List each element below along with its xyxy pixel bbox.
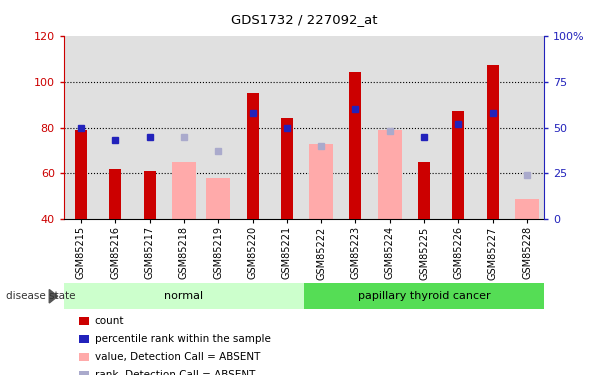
Text: normal: normal <box>164 291 204 301</box>
Polygon shape <box>49 290 58 303</box>
Bar <box>309 144 333 219</box>
Bar <box>515 199 539 219</box>
Text: percentile rank within the sample: percentile rank within the sample <box>95 334 271 344</box>
Text: value, Detection Call = ABSENT: value, Detection Call = ABSENT <box>95 352 260 362</box>
Text: GDS1732 / 227092_at: GDS1732 / 227092_at <box>231 13 377 26</box>
Bar <box>378 130 402 219</box>
Bar <box>452 111 465 219</box>
Bar <box>246 93 258 219</box>
Bar <box>172 162 196 219</box>
Bar <box>281 118 293 219</box>
Text: papillary thyroid cancer: papillary thyroid cancer <box>358 291 491 301</box>
Bar <box>206 178 230 219</box>
Bar <box>75 130 87 219</box>
Bar <box>486 66 499 219</box>
Text: disease state: disease state <box>6 291 75 301</box>
Text: count: count <box>95 316 125 326</box>
Bar <box>109 169 122 219</box>
Bar <box>350 72 362 219</box>
Bar <box>418 162 430 219</box>
Bar <box>143 171 156 219</box>
Text: rank, Detection Call = ABSENT: rank, Detection Call = ABSENT <box>95 370 255 375</box>
